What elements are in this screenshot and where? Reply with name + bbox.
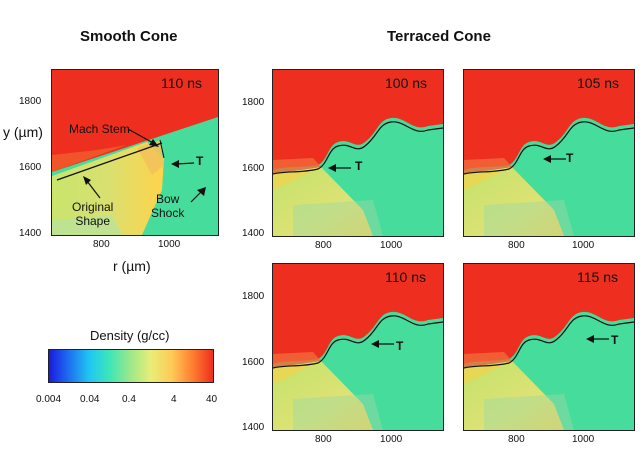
t115-triple-point-label: T xyxy=(611,333,619,347)
t110-triple-point-label: T xyxy=(396,339,404,353)
colorbar-title: Density (g/cc) xyxy=(90,328,170,343)
t115-x-tick-800: 800 xyxy=(508,434,525,445)
colorbar-tick-2: 0.4 xyxy=(122,394,136,405)
t-top-y-tick-1400: 1400 xyxy=(242,228,265,239)
bow-shock-arrow xyxy=(190,187,206,203)
smooth-y-tick-1600: 1600 xyxy=(19,162,42,173)
shocked-region xyxy=(52,142,164,235)
smooth-cone-heading: Smooth Cone xyxy=(80,28,178,45)
colorbar-tick-3: 4 xyxy=(171,394,177,405)
t110-triple-point-arrow xyxy=(371,340,394,348)
dense-region xyxy=(52,70,218,172)
terraced-115ns-density-map xyxy=(464,264,634,430)
bow-shock-label: Bow Shock xyxy=(151,192,185,220)
t100-x-tick-1000: 1000 xyxy=(380,240,403,251)
smooth-x-tick-800: 800 xyxy=(93,239,110,250)
t110-time-label: 110 ns xyxy=(385,269,426,285)
smooth-y-tick-1800: 1800 xyxy=(19,96,42,107)
smooth-x-tick-1000: 1000 xyxy=(158,239,181,250)
t110-x-tick-1000: 1000 xyxy=(380,434,403,445)
colorbar xyxy=(48,349,214,383)
t100-x-tick-800: 800 xyxy=(315,240,332,251)
terraced-panel-110ns xyxy=(272,263,444,431)
mach-stem-arrow xyxy=(127,128,159,147)
t100-time-label: 100 ns xyxy=(385,75,428,91)
terraced-panel-105ns xyxy=(463,69,635,237)
t105-x-tick-800: 800 xyxy=(508,240,525,251)
x-axis-label: r (µm) xyxy=(113,258,151,274)
t105-time-label: 105 ns xyxy=(577,75,620,91)
original-shape-label: Original Shape xyxy=(72,200,114,228)
t115-x-tick-1000: 1000 xyxy=(572,434,595,445)
t105-x-tick-1000: 1000 xyxy=(572,240,595,251)
smooth-triple-point-arrow xyxy=(171,160,195,168)
colorbar-tick-0: 0.004 xyxy=(36,394,62,405)
t105-triple-point-arrow xyxy=(543,155,566,163)
t100-triple-point-arrow xyxy=(328,164,351,172)
t-bot-y-tick-1600: 1600 xyxy=(242,357,265,368)
smooth-triple-point-label: T xyxy=(196,154,204,168)
t115-time-label: 115 ns xyxy=(577,269,618,285)
colorbar-tick-4: 40 xyxy=(206,394,218,405)
smooth-y-tick-1400: 1400 xyxy=(19,228,42,239)
t-bot-y-tick-1400: 1400 xyxy=(242,422,265,433)
y-axis-label: y (µm) xyxy=(3,124,43,140)
original-shape-line xyxy=(56,142,163,181)
t-top-y-tick-1600: 1600 xyxy=(242,163,265,174)
terraced-100ns-density-map xyxy=(273,70,443,236)
smooth-time-label: 110 ns xyxy=(161,75,202,91)
colorbar-tick-1: 0.04 xyxy=(80,394,100,405)
mach-stem-label: Mach Stem xyxy=(69,122,130,136)
smooth-cone-density-map xyxy=(52,70,218,235)
t100-triple-point-label: T xyxy=(355,159,363,173)
terraced-cone-heading: Terraced Cone xyxy=(387,28,491,45)
t-top-y-tick-1800: 1800 xyxy=(242,97,265,108)
terraced-panel-100ns xyxy=(272,69,444,237)
terraced-panel-115ns xyxy=(463,263,635,431)
t-bot-y-tick-1800: 1800 xyxy=(242,291,265,302)
t105-triple-point-label: T xyxy=(566,151,574,165)
smooth-cone-panel xyxy=(51,69,219,236)
original-shape-arrow xyxy=(83,176,101,199)
t110-x-tick-800: 800 xyxy=(315,434,332,445)
t115-triple-point-arrow xyxy=(586,335,609,343)
terraced-110ns-density-map xyxy=(273,264,443,430)
